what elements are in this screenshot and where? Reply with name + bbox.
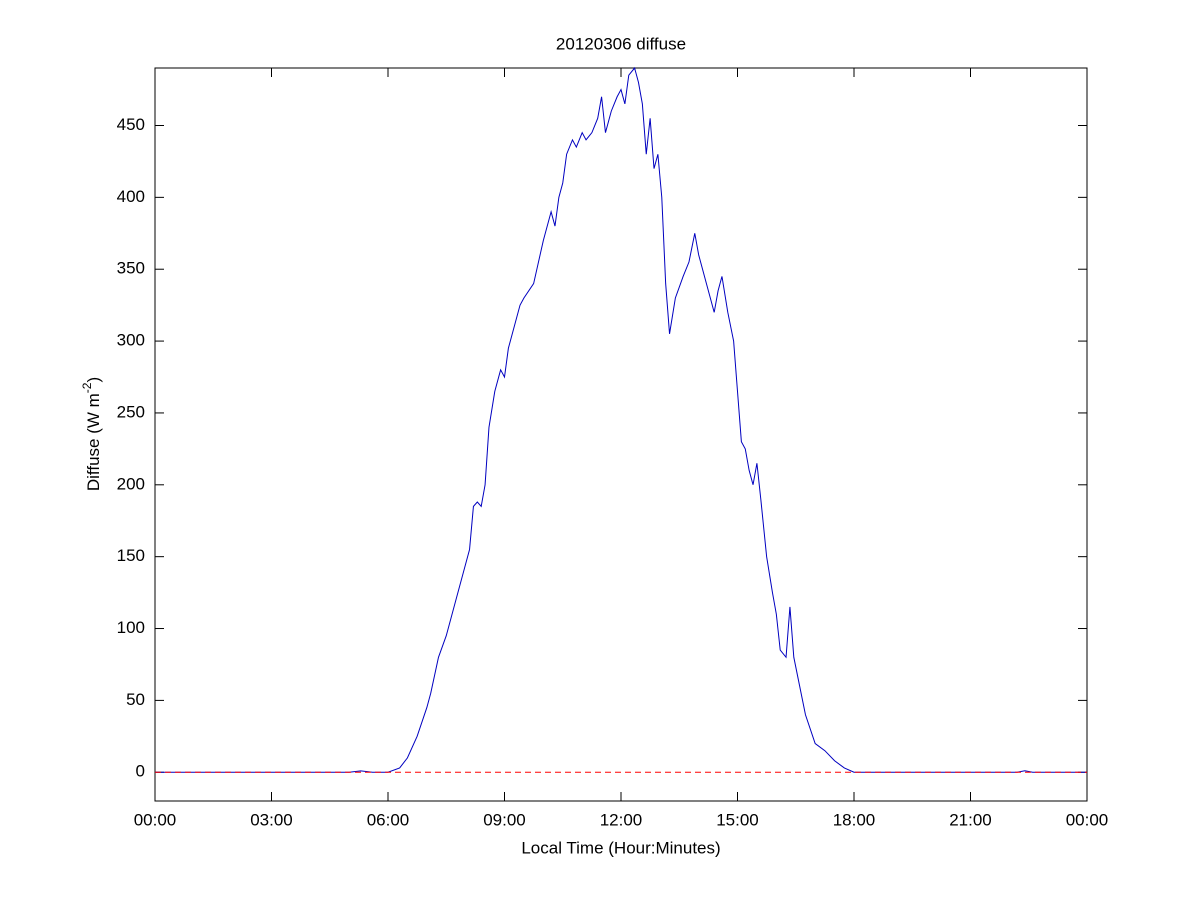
y-tick-label: 250 xyxy=(117,402,145,421)
y-tick-label: 450 xyxy=(117,115,145,134)
x-tick-label: 06:00 xyxy=(367,810,410,829)
plot-area xyxy=(154,67,1088,802)
y-tick-label: 150 xyxy=(117,546,145,565)
data-line xyxy=(155,66,1087,773)
x-tick-label: 00:00 xyxy=(1066,810,1109,829)
x-tick-label: 21:00 xyxy=(949,810,992,829)
y-axis-label-superscript: -2 xyxy=(80,382,94,393)
x-tick-label: 15:00 xyxy=(716,810,759,829)
x-axis-label: Local Time (Hour:Minutes) xyxy=(521,838,720,857)
x-tick-label: 18:00 xyxy=(833,810,876,829)
y-axis-label-suffix: ) xyxy=(84,377,103,383)
y-tick-label: 0 xyxy=(136,762,145,781)
y-tick-label: 100 xyxy=(117,618,145,637)
y-tick-label: 50 xyxy=(126,690,145,709)
x-tick-label: 12:00 xyxy=(600,810,643,829)
y-tick-label: 300 xyxy=(117,331,145,350)
x-tick-label: 09:00 xyxy=(483,810,526,829)
chart-title: 20120306 diffuse xyxy=(556,34,686,53)
y-tick-label: 350 xyxy=(117,259,145,278)
x-tick-label: 00:00 xyxy=(134,810,177,829)
y-tick-label: 200 xyxy=(117,474,145,493)
y-axis-label: Diffuse (W m-2) xyxy=(80,377,103,491)
y-tick-label: 400 xyxy=(117,187,145,206)
x-tick-label: 03:00 xyxy=(250,810,293,829)
y-axis-label-text: Diffuse (W m xyxy=(84,393,103,491)
